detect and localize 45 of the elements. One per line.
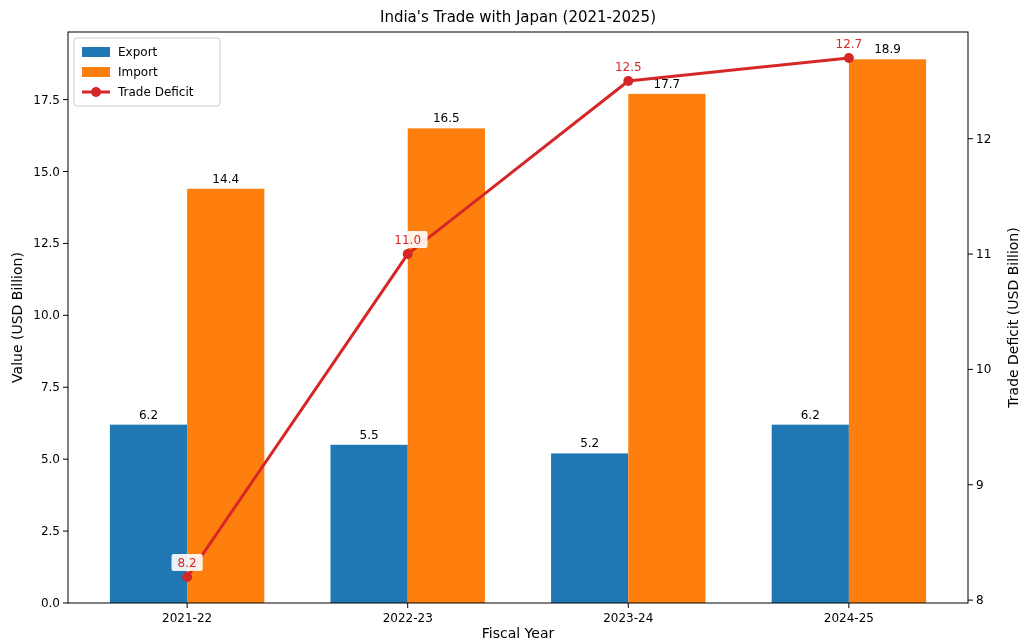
y-tick-label: 0.0 — [40, 596, 60, 610]
y-tick-label: 15.0 — [33, 164, 60, 179]
x-tick-label: 2023-24 — [603, 611, 654, 625]
y-axis-title: Value (USD Billion) — [9, 252, 25, 383]
data-label: 11.0 — [394, 233, 422, 248]
x-tick-label: 2024-25 — [823, 611, 874, 625]
y2-tick-label: 11 — [976, 247, 992, 262]
data-label: 18.9 — [874, 42, 901, 57]
data-label: 8.2 — [177, 556, 197, 571]
data-label: 12.7 — [835, 36, 863, 51]
data-label: 5.2 — [580, 436, 600, 451]
point — [402, 249, 413, 260]
y-tick-label: 10.0 — [33, 308, 60, 323]
chart-title: India's Trade with Japan (2021-2025) — [379, 8, 657, 26]
legend-label: Trade Deficit — [117, 85, 194, 99]
data-label: 14.4 — [212, 171, 240, 186]
bar — [330, 444, 408, 603]
x-tick-label: 2022-23 — [382, 611, 433, 625]
data-label: 16.5 — [432, 111, 460, 126]
bar — [628, 93, 706, 603]
x-tick-label: 2021-22 — [162, 611, 213, 625]
bar — [551, 453, 629, 603]
data-label: 17.7 — [653, 76, 681, 91]
bar — [771, 424, 849, 603]
legend-label: Export — [118, 45, 158, 59]
y-tick-label: 12.5 — [33, 236, 60, 251]
point — [843, 52, 854, 63]
y-tick-label: 5.0 — [40, 452, 60, 467]
data-label: 12.5 — [614, 60, 642, 75]
y2-tick-label: 8 — [976, 593, 984, 608]
y2-axis-title: Trade Deficit (USD Billion) — [1005, 227, 1021, 409]
x-axis-title: Fiscal Year — [481, 625, 555, 641]
bar — [848, 59, 927, 603]
data-label: 5.5 — [359, 427, 379, 442]
y2-tick-label: 10 — [976, 362, 992, 377]
data-label: 6.2 — [800, 407, 820, 422]
y2-tick-label: 12 — [976, 131, 992, 146]
legend-label: Import — [118, 65, 159, 79]
point — [182, 572, 193, 583]
y-tick-label: 17.5 — [33, 92, 60, 107]
y2-tick-label: 9 — [976, 477, 984, 492]
y-tick-label: 7.5 — [40, 380, 60, 395]
data-label: 6.2 — [138, 407, 159, 422]
point — [623, 76, 634, 87]
y-tick-label: 2.5 — [40, 524, 60, 539]
